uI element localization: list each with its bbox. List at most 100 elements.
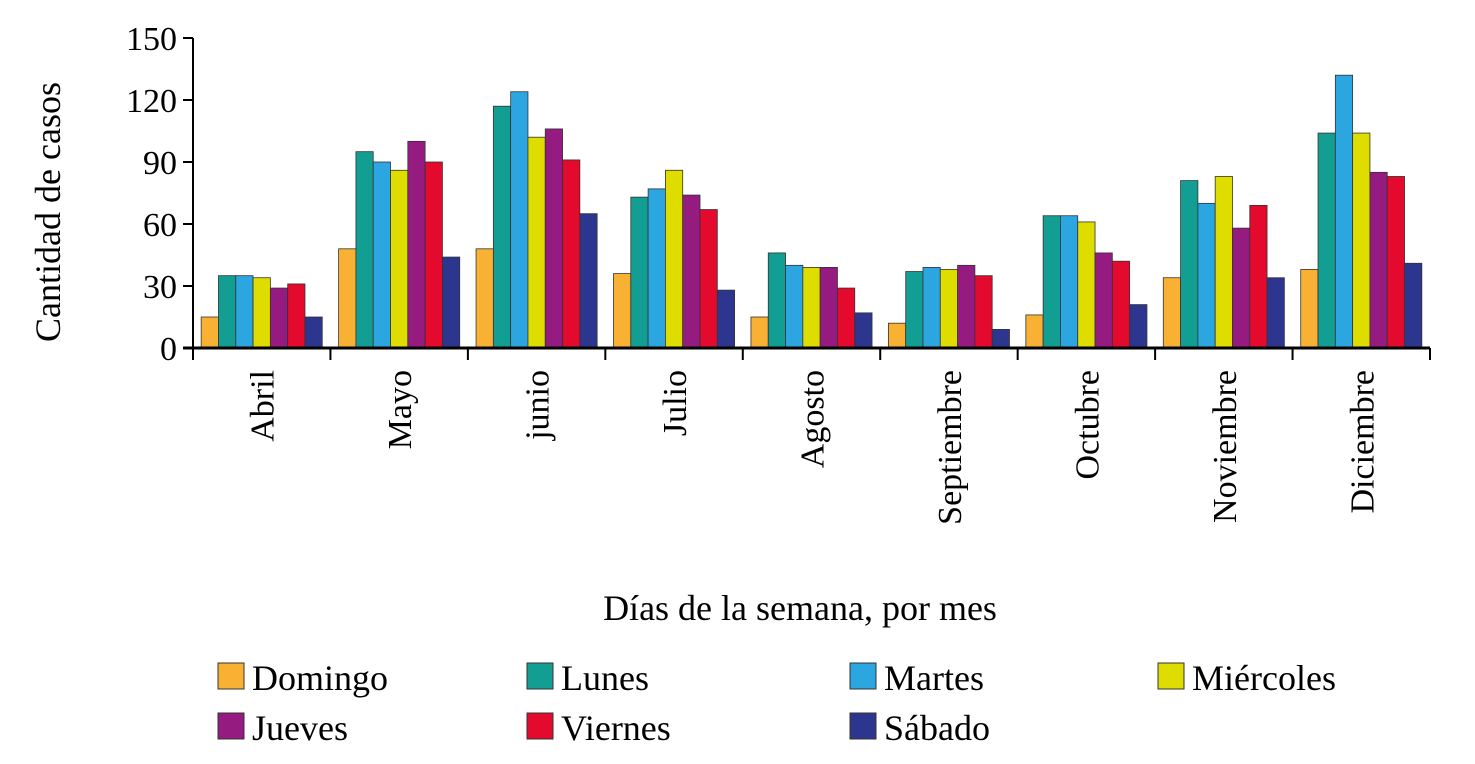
legend-label: Jueves xyxy=(252,708,348,748)
x-tick-label: Julio xyxy=(657,370,694,436)
bar-Jueves-Abril xyxy=(269,287,289,349)
y-tick-label: 60 xyxy=(143,207,177,244)
bar-Domingo-Diciembre xyxy=(1300,269,1319,349)
bar-Martes-Septiembre xyxy=(922,266,941,349)
bar-Jueves-Agosto xyxy=(819,266,838,349)
bar-Martes-Julio xyxy=(647,188,666,349)
legend-label: Lunes xyxy=(561,658,649,698)
bar-Domingo-Septiembre xyxy=(887,322,907,349)
legend-label: Martes xyxy=(884,658,984,698)
bar-Viernes-Agosto xyxy=(837,287,856,349)
legend-item: Martes xyxy=(849,658,984,698)
bar-Jueves-junio xyxy=(544,128,563,349)
x-tick-label: Octubre xyxy=(1069,370,1106,480)
bar-Martes-Mayo xyxy=(372,161,391,349)
y-axis-title: Cantidad de casos xyxy=(28,82,68,342)
x-tick-label: Agosto xyxy=(795,370,832,468)
legend-item: Lunes xyxy=(526,658,649,698)
y-tick-label: 90 xyxy=(143,145,177,182)
legend-item: Domingo xyxy=(217,658,388,698)
x-tick-label: Septiembre xyxy=(932,370,969,525)
bar-Miércoles-junio xyxy=(527,136,546,349)
bar-Miércoles-Septiembre xyxy=(939,269,958,349)
bar-Lunes-Noviembre xyxy=(1180,180,1199,349)
bar-Lunes-junio xyxy=(492,105,512,349)
bar-Martes-Diciembre xyxy=(1334,74,1354,349)
bar-Sábado-Diciembre xyxy=(1404,262,1423,349)
bar-Domingo-Abril xyxy=(200,316,219,349)
y-tick-label: 0 xyxy=(160,331,177,368)
bar-Viernes-junio xyxy=(562,159,581,349)
legend-item: Jueves xyxy=(217,708,348,748)
bar-Miércoles-Mayo xyxy=(390,169,409,349)
bar-Lunes-Octubre xyxy=(1042,215,1061,349)
legend-swatch xyxy=(1157,662,1185,690)
legend-swatch xyxy=(849,712,877,740)
x-ticks: Abril Mayo junio Julio Agosto Septiembre Octub… xyxy=(192,348,1431,525)
bar-Jueves-Mayo xyxy=(407,140,426,349)
x-tick-label: Diciembre xyxy=(1344,370,1381,514)
legend-label: Miércoles xyxy=(1192,658,1336,698)
legend-item: Viernes xyxy=(526,708,671,748)
bar-Miércoles-Diciembre xyxy=(1352,132,1371,349)
bar-Viernes-Abril xyxy=(287,283,306,349)
bar-Miércoles-Noviembre xyxy=(1214,176,1233,349)
bar-Domingo-Octubre xyxy=(1025,314,1044,349)
legend-swatch xyxy=(526,712,554,740)
legend-swatch xyxy=(526,662,554,690)
bar-Sábado-Septiembre xyxy=(991,328,1010,349)
bar-Sábado-Octubre xyxy=(1129,304,1148,349)
bar-Martes-junio xyxy=(510,91,529,349)
bar-Martes-Octubre xyxy=(1060,215,1079,349)
x-tick-label: Noviembre xyxy=(1207,370,1244,523)
bar-Viernes-Mayo xyxy=(424,161,443,349)
legend-label: Sábado xyxy=(884,708,990,748)
bar-Sábado-Noviembre xyxy=(1266,277,1285,349)
bar-Martes-Noviembre xyxy=(1197,202,1216,349)
x-tick-label: Abril xyxy=(245,370,282,442)
bar-Miércoles-Julio xyxy=(665,169,684,349)
bar-Domingo-Noviembre xyxy=(1162,277,1181,349)
y-tick-label: 150 xyxy=(126,21,177,58)
bar-Sábado-Mayo xyxy=(442,256,461,349)
bar-Domingo-Mayo xyxy=(338,248,357,349)
bar-Domingo-Julio xyxy=(613,273,632,349)
legend-item: Sábado xyxy=(849,708,990,748)
bar-Miércoles-Abril xyxy=(252,277,271,349)
x-axis-title: Días de la semana, por mes xyxy=(603,588,997,628)
bar-Sábado-Julio xyxy=(716,289,736,349)
bar-Domingo-junio xyxy=(475,248,494,349)
bar-Sábado-Agosto xyxy=(854,312,873,349)
x-tick-label: junio xyxy=(520,370,557,441)
bar-Lunes-Septiembre xyxy=(905,271,924,349)
bar-Miércoles-Octubre xyxy=(1077,221,1096,349)
bar-Viernes-Diciembre xyxy=(1386,176,1405,349)
bar-Viernes-Septiembre xyxy=(974,275,993,349)
bar-Domingo-Agosto xyxy=(750,316,769,349)
bar-Lunes-Agosto xyxy=(767,252,786,349)
bar-Jueves-Diciembre xyxy=(1369,171,1388,349)
x-tick-label: Mayo xyxy=(382,370,419,449)
bar-Miércoles-Agosto xyxy=(802,266,821,349)
y-ticks: 0 30 60 90 120 150 xyxy=(126,21,193,368)
legend: Domingo Lunes Martes Miércoles Jueves Viernes… xyxy=(217,658,1336,748)
bar-Lunes-Mayo xyxy=(355,151,374,349)
legend-swatch xyxy=(849,662,877,690)
bar-Martes-Agosto xyxy=(785,264,804,349)
bar-Jueves-Noviembre xyxy=(1232,227,1251,349)
bar-Sábado-junio xyxy=(579,213,598,349)
bar-Sábado-Abril xyxy=(304,316,323,349)
legend-swatch xyxy=(217,712,245,740)
y-tick-label: 30 xyxy=(143,269,177,306)
axes-layer xyxy=(183,38,1430,350)
legend-item: Miércoles xyxy=(1157,658,1336,698)
bar-Lunes-Abril xyxy=(218,275,237,349)
bar-Viernes-Noviembre xyxy=(1249,204,1268,349)
y-tick-label: 120 xyxy=(126,83,177,120)
legend-label: Viernes xyxy=(561,708,671,748)
bar-Viernes-Octubre xyxy=(1111,260,1131,349)
legend-label: Domingo xyxy=(252,658,388,698)
bar-Viernes-Julio xyxy=(699,209,718,349)
legend-swatch xyxy=(217,662,245,690)
